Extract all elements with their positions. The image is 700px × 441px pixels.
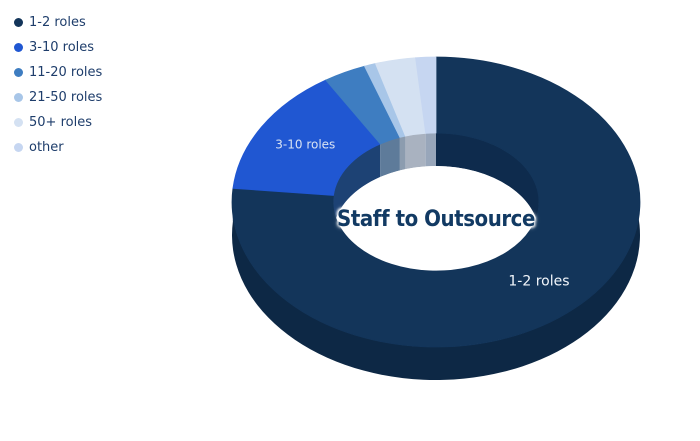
legend-item: 3-10 roles [14,35,102,60]
slice-inner-wall [399,136,406,171]
legend-swatch [14,43,23,52]
legend-swatch [14,143,23,152]
legend-label: 1-2 roles [29,15,86,30]
legend-swatch [14,68,23,77]
chart-title: Staff to Outsource [337,207,535,232]
legend-item: other [14,135,102,160]
slice-inner-wall [425,133,436,167]
slice-label: 3-10 roles [275,137,335,151]
legend-swatch [14,18,23,27]
pie-slice-1-2-roles [231,56,641,348]
legend-item: 11-20 roles [14,60,102,85]
legend-item: 21-50 roles [14,85,102,110]
donut-hole [333,166,539,271]
slice-label: 1-2 roles [508,273,569,289]
legend-item: 50+ roles [14,110,102,135]
legend-label: 3-10 roles [29,40,95,55]
legend-label: other [29,140,64,155]
legend-item: 1-2 roles [14,10,102,35]
legend-label: 11-20 roles [29,65,103,80]
legend-label: 50+ roles [29,115,92,130]
slice-inner-wall [405,133,426,170]
legend: 1-2 roles 3-10 roles 11-20 roles 21-50 role… [14,10,102,160]
pie-slice-other [415,56,437,134]
legend-label: 21-50 roles [29,90,103,105]
slice-inner-wall [380,137,400,177]
legend-swatch [14,93,23,102]
slice-inner-wall [333,143,381,229]
legend-swatch [14,118,23,127]
